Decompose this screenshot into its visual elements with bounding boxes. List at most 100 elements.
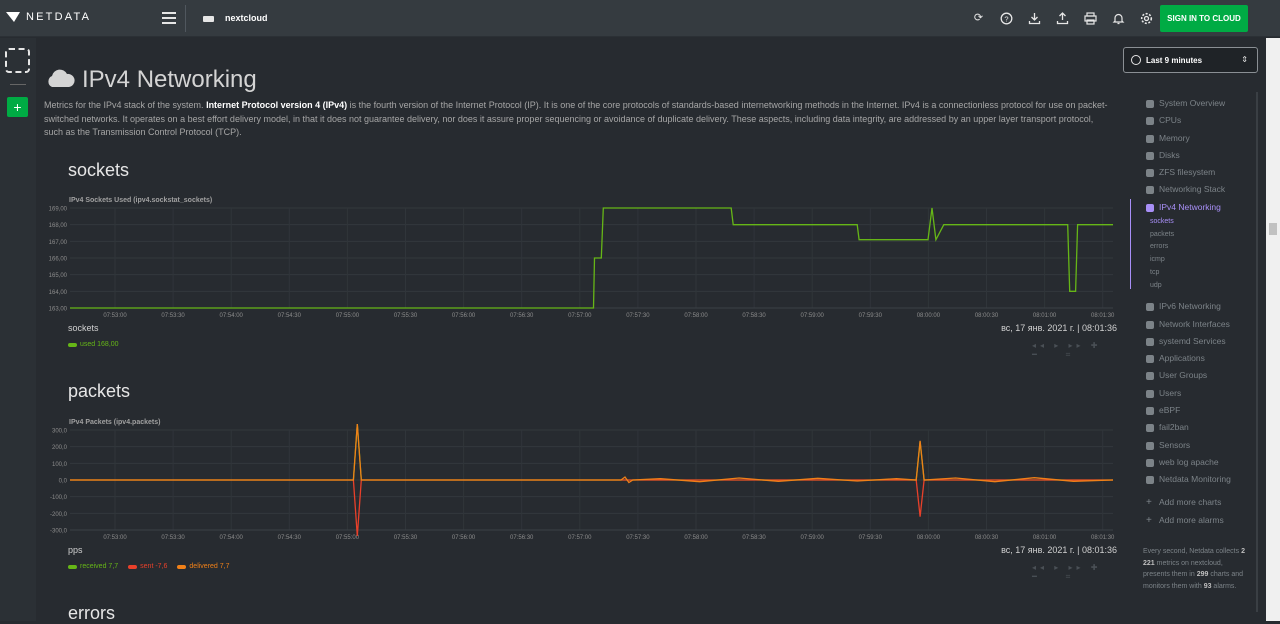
nav-item-fail2ban[interactable]: fail2ban bbox=[1125, 419, 1259, 436]
nav-item-system-overview[interactable]: System Overview bbox=[1125, 95, 1259, 112]
nav-item-networking-stack[interactable]: Networking Stack bbox=[1125, 181, 1259, 198]
nav-subitem-packets[interactable]: packets bbox=[1150, 230, 1175, 238]
nav-item-label: web log apache bbox=[1159, 456, 1219, 467]
bell-icon[interactable] bbox=[1112, 12, 1125, 25]
packets-chart[interactable]: 300,0 200,0 100,0 0,0 -100,0 -200,0 -300,0 07:5… bbox=[36, 424, 1125, 544]
nav-item-ebpf[interactable]: eBPF bbox=[1125, 402, 1259, 419]
nav-item-web-log-apache[interactable]: web log apache bbox=[1125, 454, 1259, 471]
x-tick-label: 07:53:30 bbox=[161, 535, 185, 541]
nav-item-label: eBPF bbox=[1159, 404, 1181, 415]
nav-item-label: System Overview bbox=[1159, 98, 1226, 108]
server-icon bbox=[203, 16, 214, 22]
host-name[interactable]: nextcloud bbox=[225, 13, 268, 23]
page-description: Metrics for the IPv4 stack of the system… bbox=[44, 100, 1108, 137]
legend-label: sent bbox=[140, 563, 154, 570]
add-space-button[interactable]: + bbox=[7, 97, 28, 117]
x-tick-label: 07:59:00 bbox=[801, 535, 825, 541]
nav-item-label: CPUs bbox=[1159, 115, 1182, 126]
series-line-delivered bbox=[70, 424, 1114, 484]
divider bbox=[10, 84, 26, 85]
y-tick-label: 164,00 bbox=[49, 290, 68, 296]
sign-in-button[interactable]: SIGN IN TO CLOUD bbox=[1160, 5, 1248, 32]
nav-item-applications[interactable]: Applications bbox=[1125, 350, 1259, 367]
nav-subitem-udp[interactable]: udp bbox=[1150, 281, 1162, 289]
networking-stack-icon bbox=[1146, 186, 1154, 195]
nav-item-label: User Groups bbox=[1159, 370, 1208, 381]
fail2ban-icon bbox=[1146, 424, 1154, 433]
nav-item-cpus[interactable]: CPUs bbox=[1125, 112, 1259, 129]
legend-item-sent[interactable]: sent -7,6 bbox=[128, 563, 167, 570]
nav-subitem-errors[interactable]: errors bbox=[1150, 243, 1169, 251]
y-tick-label: 166,00 bbox=[49, 257, 68, 263]
x-tick-label: 07:55:30 bbox=[394, 535, 418, 541]
nav-item-add-more-alarms[interactable]: + Add more alarms bbox=[1125, 512, 1259, 529]
nav-item-ipv4-networking[interactable]: IPv4 Networking bbox=[1125, 198, 1259, 291]
nav-item-users[interactable]: Users bbox=[1125, 385, 1259, 402]
y-tick-label: 168,00 bbox=[49, 223, 68, 229]
sync-icon[interactable]: ⟳ bbox=[973, 12, 984, 24]
gear-icon[interactable] bbox=[1140, 12, 1153, 25]
nav-item-label: systemd Services bbox=[1159, 335, 1226, 346]
nav-scrollbar[interactable] bbox=[1256, 92, 1258, 612]
x-tick-label: 07:56:30 bbox=[510, 535, 534, 541]
nav-subitem-icmp[interactable]: icmp bbox=[1150, 256, 1165, 264]
nav-item-memory[interactable]: Memory bbox=[1125, 130, 1259, 147]
nav-item-sensors[interactable]: Sensors bbox=[1125, 437, 1259, 454]
nav-item-netdata-monitoring[interactable]: Netdata Monitoring bbox=[1125, 471, 1259, 488]
nav-item-label: Sensors bbox=[1159, 439, 1191, 450]
x-tick-label: 08:01:00 bbox=[1033, 313, 1057, 319]
legend-item-delivered[interactable]: delivered 7,7 bbox=[177, 563, 230, 570]
x-tick-label: 07:53:00 bbox=[103, 535, 127, 541]
nav-item-label: IPv6 Networking bbox=[1159, 301, 1221, 312]
nav-item-network-interfaces[interactable]: Network Interfaces bbox=[1125, 316, 1259, 333]
nav-item-systemd-services[interactable]: systemd Services bbox=[1125, 333, 1259, 350]
netdata-logo[interactable]: NETDATA bbox=[6, 10, 91, 24]
y-tick-label: 200,0 bbox=[52, 445, 68, 451]
ipv4-networking-icon bbox=[1146, 203, 1154, 212]
series-line-received bbox=[70, 424, 1113, 481]
time-picker[interactable]: Last 9 minutes ⇕ bbox=[1123, 47, 1258, 73]
chart-controls[interactable]: ◂◂ ▸ ▸▸ ✚ ━ ⌗ bbox=[1032, 563, 1102, 581]
upload-icon[interactable] bbox=[1056, 12, 1069, 25]
memory-icon bbox=[1146, 134, 1154, 143]
x-tick-label: 07:58:00 bbox=[684, 535, 708, 541]
x-tick-label: 07:55:00 bbox=[336, 313, 360, 319]
chart-controls[interactable]: ◂◂ ▸ ▸▸ ✚ ━ ⌗ bbox=[1032, 341, 1102, 359]
print-icon[interactable] bbox=[1084, 12, 1097, 25]
download-icon[interactable] bbox=[1028, 12, 1041, 25]
nav-item-zfs-filesystem[interactable]: ZFS filesystem bbox=[1125, 164, 1259, 181]
web-log-apache-icon bbox=[1146, 458, 1154, 467]
menu-icon[interactable] bbox=[162, 12, 176, 24]
x-tick-label: 07:57:00 bbox=[568, 535, 592, 541]
space-placeholder[interactable] bbox=[5, 48, 30, 73]
y-tick-label: -300,0 bbox=[50, 529, 68, 535]
x-tick-label: 08:00:00 bbox=[917, 313, 941, 319]
sensors-icon bbox=[1146, 441, 1154, 450]
series-line-sent bbox=[70, 479, 1113, 537]
nav-subitem-tcp[interactable]: tcp bbox=[1150, 268, 1160, 276]
nav-item-user-groups[interactable]: User Groups bbox=[1125, 367, 1259, 384]
nav-subitem-sockets[interactable]: sockets bbox=[1150, 218, 1174, 226]
ipv4-term: Internet Protocol version 4 (IPv4) bbox=[206, 100, 348, 110]
x-tick-label: 07:56:00 bbox=[452, 535, 476, 541]
section-title-packets: packets bbox=[68, 381, 131, 401]
legend-value: -7,6 bbox=[155, 563, 168, 570]
nav-item-label: ZFS filesystem bbox=[1159, 167, 1216, 178]
section-title-sockets: sockets bbox=[68, 160, 130, 180]
help-icon[interactable]: ? bbox=[1000, 12, 1013, 25]
legend-item-used[interactable]: used 168,00 bbox=[68, 341, 119, 348]
page-scrollbar[interactable] bbox=[1266, 38, 1280, 621]
x-tick-label: 07:53:30 bbox=[161, 313, 185, 319]
x-tick-label: 07:55:00 bbox=[336, 535, 360, 541]
x-tick-label: 07:53:00 bbox=[103, 313, 127, 319]
y-tick-label: 169,00 bbox=[49, 207, 68, 213]
nav-item-add-more-charts[interactable]: + Add more charts bbox=[1125, 494, 1259, 511]
nav-item-disks[interactable]: Disks bbox=[1125, 147, 1259, 164]
legend-item-received[interactable]: received 7,7 bbox=[68, 563, 118, 570]
sockets-chart[interactable]: 169,00 168,00 167,00 166,00 165,00 164,00 163,… bbox=[36, 202, 1125, 322]
x-tick-label: 07:57:00 bbox=[568, 313, 592, 319]
nav-item-ipv6-networking[interactable]: IPv6 Networking bbox=[1125, 298, 1259, 315]
user-groups-icon bbox=[1146, 372, 1154, 381]
scrollbar-thumb[interactable] bbox=[1269, 223, 1277, 235]
nav-item-label: Applications bbox=[1159, 353, 1205, 364]
